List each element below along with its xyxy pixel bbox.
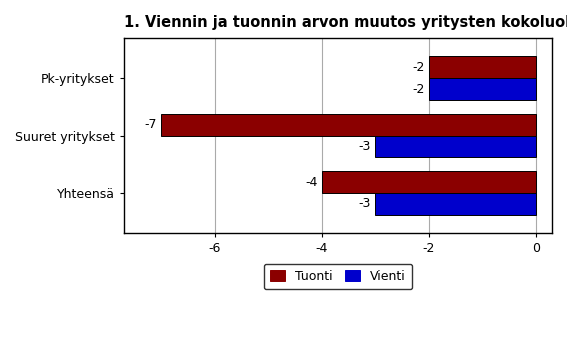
Bar xyxy=(162,114,536,136)
Text: 1. Viennin ja tuonnin arvon muutos yritysten kokoluokittain 2014/2015 Q1, %: 1. Viennin ja tuonnin arvon muutos yrity… xyxy=(124,15,567,30)
Bar xyxy=(375,193,536,215)
Bar xyxy=(375,136,536,157)
Bar xyxy=(429,56,536,78)
Text: -2: -2 xyxy=(412,83,425,95)
Text: -3: -3 xyxy=(359,197,371,210)
Text: -7: -7 xyxy=(145,118,157,131)
Legend: Tuonti, Vienti: Tuonti, Vienti xyxy=(264,264,412,289)
Text: -3: -3 xyxy=(359,140,371,153)
Bar xyxy=(322,171,536,193)
Text: -4: -4 xyxy=(305,176,318,188)
Bar xyxy=(429,78,536,100)
Text: -2: -2 xyxy=(412,61,425,74)
